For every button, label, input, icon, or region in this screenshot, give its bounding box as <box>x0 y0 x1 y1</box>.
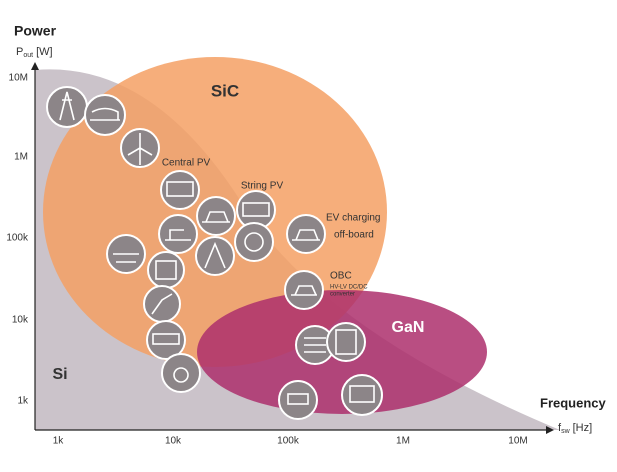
app-label: EV charging <box>326 213 380 224</box>
x-tick-label: 10M <box>508 436 527 447</box>
app-label: HV-LV DC/DC <box>330 285 368 291</box>
x-unit: [Hz] <box>573 422 593 434</box>
x-tick-label: 100k <box>277 436 300 447</box>
y-subscript: out <box>23 52 33 59</box>
x-arrow <box>546 426 554 434</box>
si-label: Si <box>52 366 67 383</box>
app-label: converter <box>330 292 355 298</box>
y-tick-label: 10k <box>12 315 29 326</box>
y-unit: [W] <box>36 46 53 58</box>
x-tick-label: 1M <box>396 436 410 447</box>
y-symbol: P <box>16 46 23 58</box>
y-tick-label: 1k <box>17 396 29 407</box>
y-title: Power <box>14 23 57 39</box>
app-label: String PV <box>241 181 284 192</box>
y-arrow <box>31 62 39 70</box>
x-label: fsw [Hz] <box>558 422 592 435</box>
icons <box>46 86 383 420</box>
x-tick-label: 10k <box>165 436 182 447</box>
sic-label: SiC <box>211 81 239 100</box>
y-tick-label: 10M <box>9 73 28 84</box>
x-subscript: sw <box>561 428 571 435</box>
x-title: Frequency <box>540 395 607 410</box>
app-label: Central PV <box>162 158 211 169</box>
y-label: Pout [W] <box>16 46 53 59</box>
y-tick-label: 100k <box>6 233 29 244</box>
app-label: off-board <box>334 230 374 241</box>
app-label: OBC <box>330 271 352 282</box>
x-tick-label: 1k <box>53 436 65 447</box>
gan-label: GaN <box>392 319 425 336</box>
x-symbol: f <box>558 422 562 434</box>
y-tick-label: 1M <box>14 152 28 163</box>
